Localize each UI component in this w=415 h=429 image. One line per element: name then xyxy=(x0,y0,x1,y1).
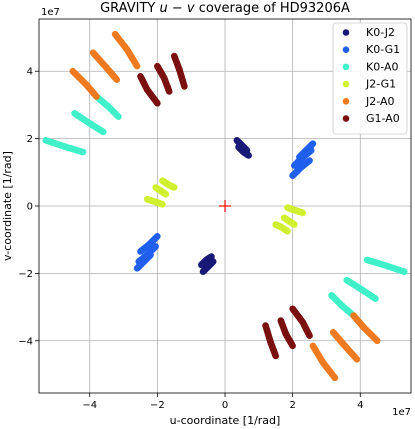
data-point xyxy=(284,227,291,235)
x-tick-label: 4 xyxy=(357,400,363,411)
x-tick-label: −4 xyxy=(82,400,97,411)
legend-marker xyxy=(342,115,350,122)
data-point xyxy=(353,356,361,363)
data-point xyxy=(69,67,77,75)
data-point xyxy=(306,157,313,164)
legend-label: K0-G1 xyxy=(366,43,400,56)
legend-label: K0-A0 xyxy=(366,60,398,73)
y-offset-label: 1e7 xyxy=(41,7,60,18)
series-j2-g1 xyxy=(143,177,307,235)
legend-box xyxy=(332,22,408,135)
data-point xyxy=(159,177,166,185)
data-point xyxy=(111,30,119,38)
series-j2-a0 xyxy=(69,30,381,382)
x-tick-label: 2 xyxy=(289,400,295,411)
data-point xyxy=(373,337,381,345)
data-point xyxy=(245,152,252,159)
y-axis-label: v-coordinate [1/rad] xyxy=(1,151,14,261)
data-point xyxy=(331,374,339,382)
data-point xyxy=(306,332,313,340)
legend-label: G1-A0 xyxy=(366,112,400,125)
x-axis-label: u-coordinate [1/rad] xyxy=(170,414,281,427)
x-tick-label: 0 xyxy=(222,400,228,411)
y-tick-label: 4 xyxy=(27,67,33,78)
data-point xyxy=(152,184,159,191)
series-g1-a0 xyxy=(137,52,313,360)
data-point xyxy=(143,195,151,203)
legend-label: K0-J2 xyxy=(366,26,395,39)
legend-marker xyxy=(342,63,350,71)
x-offset-label: 1e7 xyxy=(392,407,411,418)
data-point xyxy=(154,62,161,70)
data-point xyxy=(289,342,296,350)
data-point xyxy=(272,352,280,360)
y-tick-label: −2 xyxy=(18,269,33,280)
legend-marker xyxy=(342,46,350,53)
series-k0-j2 xyxy=(198,137,252,276)
data-point xyxy=(400,268,408,276)
data-point xyxy=(291,221,298,228)
y-tick-label: −4 xyxy=(18,336,33,347)
legend-label: J2-G1 xyxy=(365,78,396,91)
data-points xyxy=(42,30,408,382)
data-point xyxy=(199,268,207,276)
legend-marker xyxy=(342,29,350,36)
data-point xyxy=(89,49,97,56)
data-point xyxy=(299,209,307,217)
legend-marker xyxy=(342,80,350,88)
axis-ticks: −4 −2 0 2 4 −4 −2 0 2 4 xyxy=(18,67,363,411)
data-point xyxy=(372,295,379,302)
data-point xyxy=(137,72,144,80)
data-point xyxy=(309,140,317,147)
x-tick-label: −2 xyxy=(150,400,165,411)
data-point xyxy=(198,261,205,269)
y-tick-label: 0 xyxy=(27,202,33,213)
series-k0-g1 xyxy=(133,140,317,272)
y-tick-label: 2 xyxy=(27,134,33,145)
data-point xyxy=(133,265,141,272)
data-point xyxy=(137,248,144,255)
data-point xyxy=(42,137,50,144)
legend-marker xyxy=(342,98,350,105)
legend-label: J2-A0 xyxy=(365,95,395,108)
data-point xyxy=(170,52,178,60)
data-point xyxy=(71,110,78,117)
legend: K0-J2 K0-G1 K0-A0 J2-G1 J2-A0 G1-A0 xyxy=(332,22,408,135)
chart-title: GRAVITY u − v coverage of HD93206A xyxy=(100,1,350,16)
center-marker xyxy=(219,200,231,212)
